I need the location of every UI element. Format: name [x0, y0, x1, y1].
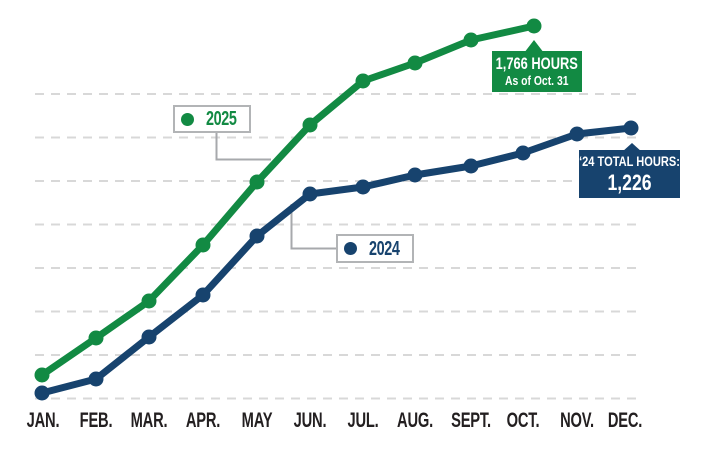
series-2025-point	[526, 18, 542, 34]
x-axis-label-aug: AUG.	[397, 409, 433, 432]
series-2025-point	[249, 174, 265, 190]
series-2024-line	[38, 124, 635, 397]
legend-connector	[215, 133, 271, 161]
series-2024-point	[355, 179, 371, 195]
x-axis-label-apr: APR.	[185, 409, 221, 432]
series-2024-point	[623, 120, 639, 136]
series-2025-point	[195, 237, 211, 253]
series-2025-line	[38, 22, 538, 379]
x-axis-label-nov: NOV.	[560, 409, 594, 432]
callout-pointer-icon	[524, 40, 544, 53]
series-2024-point	[249, 228, 265, 244]
x-axis-label-feb: FEB.	[79, 409, 113, 432]
callout-2025-asof: As of Oct. 31	[505, 72, 569, 88]
legend-2024-label: 2024	[369, 237, 400, 260]
x-axis-label-jan: JAN.	[26, 409, 60, 432]
callout-pointer-icon	[622, 143, 642, 152]
series-2024-point	[407, 167, 423, 183]
series-2024-point	[569, 126, 585, 142]
x-axis-label-mar: MAR.	[130, 409, 168, 432]
legend-2025: 2025	[173, 105, 251, 133]
series-2024-point	[88, 371, 104, 387]
x-axis-label-dec: DEC.	[607, 409, 643, 432]
x-axis-label-may: MAY	[241, 409, 273, 432]
callout-2024-title: ‘24 TOTAL HOURS:	[579, 154, 680, 170]
series-2024-point	[34, 385, 50, 401]
x-axis-label-sept: SEPT.	[451, 409, 491, 432]
x-axis-label-jun: JUN.	[293, 409, 327, 432]
legend-connector	[290, 204, 336, 250]
series-2024-point	[302, 186, 318, 202]
legend-2024: 2024	[336, 234, 414, 263]
x-axis-label-jul: JUL.	[347, 409, 379, 432]
series-2024-dot-icon	[344, 242, 358, 255]
series-2025-dot-icon	[181, 112, 195, 126]
callout-2025-value: 1,766 HOURS	[495, 54, 579, 73]
series-2025-point	[302, 117, 318, 133]
callout-2024-total-hours: ‘24 TOTAL HOURS: 1,226	[579, 150, 680, 198]
series-2024-point	[515, 145, 531, 161]
x-axis-label-oct: OCT.	[506, 409, 540, 432]
series-2024-point	[195, 287, 211, 303]
series-2025-point	[355, 73, 371, 89]
series-2024-point	[463, 158, 479, 174]
callout-2024-value: 1,226	[607, 169, 652, 195]
series-2025-point	[141, 293, 157, 309]
series-2025-point	[34, 367, 50, 383]
series-2025-point	[407, 55, 423, 71]
legend-2025-label: 2025	[206, 108, 237, 130]
series-2025-point	[463, 32, 479, 48]
series-2024-point	[141, 329, 157, 345]
series-2025-point	[88, 330, 104, 346]
callout-2025-hours: 1,766 HOURS As of Oct. 31	[492, 51, 582, 92]
